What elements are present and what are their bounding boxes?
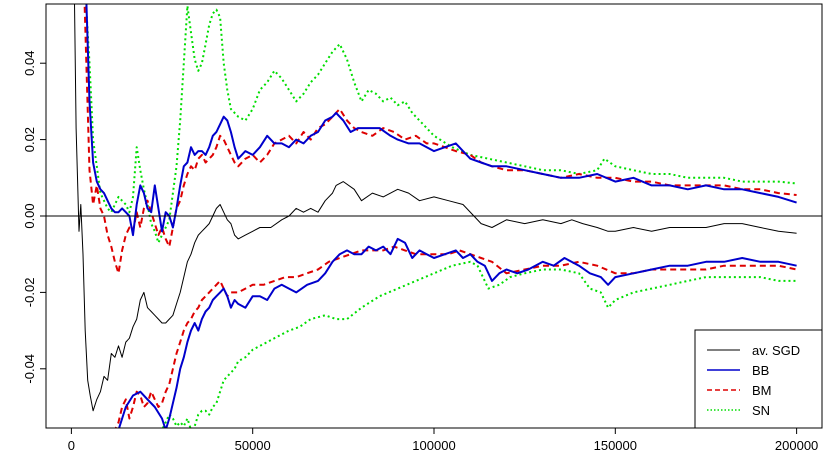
y-tick-label: -0.02 xyxy=(22,278,37,308)
legend-label-av-sgd: av. SGD xyxy=(752,343,800,358)
y-tick-label: 0.02 xyxy=(22,127,37,152)
x-tick-label: 0 xyxy=(68,438,75,453)
legend-label-sn: SN xyxy=(752,403,770,418)
series-line-av-sgd xyxy=(74,4,797,412)
legend-box xyxy=(694,329,823,429)
series-line-bb xyxy=(85,4,797,237)
y-tick-label: 0.04 xyxy=(22,51,37,76)
x-tick-label: 50000 xyxy=(235,438,271,453)
x-tick-label: 200000 xyxy=(775,438,818,453)
series-line-sn xyxy=(85,4,797,244)
axis-layer: 0 50000 100000 150000 200000 -0.04 -0.02 0.00 0.… xyxy=(22,51,818,453)
x-tick-label: 150000 xyxy=(594,438,637,453)
legend-label-bb: BB xyxy=(752,363,769,378)
y-tick-label: 0.00 xyxy=(22,203,37,228)
y-tick-label: -0.04 xyxy=(22,354,37,384)
legend: av. SGD BB BM SN xyxy=(694,329,823,429)
series-line-bb-lower xyxy=(118,237,797,428)
x-tick-label: 100000 xyxy=(412,438,455,453)
legend-label-bm: BM xyxy=(752,383,772,398)
series-line-sn-lower xyxy=(161,260,797,428)
series-layer xyxy=(74,4,797,428)
series-line-bm-lower xyxy=(114,245,797,428)
series-line-bm xyxy=(83,4,797,275)
